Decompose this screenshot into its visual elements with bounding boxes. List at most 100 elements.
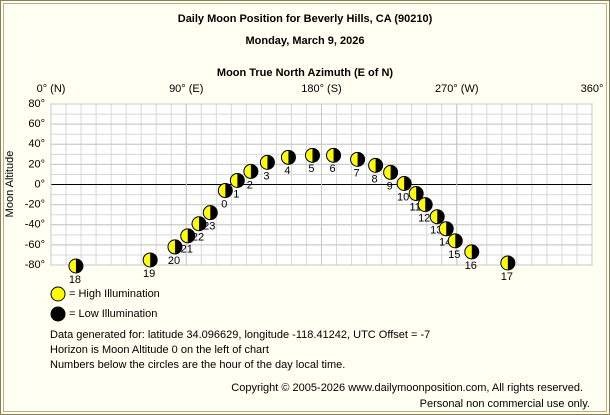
legend-label: = High Illumination bbox=[69, 288, 160, 300]
copyright: Personal non commercial use only. bbox=[420, 398, 590, 410]
y-tick-label: 60° bbox=[28, 118, 45, 130]
y-tick-label: 0° bbox=[34, 178, 45, 190]
hour-label: 16 bbox=[465, 260, 477, 272]
moon-point bbox=[368, 157, 384, 173]
moon-point bbox=[280, 149, 296, 165]
moon-shadow bbox=[471, 244, 479, 259]
note: Numbers below the circles are the hour o… bbox=[50, 359, 345, 371]
moon-point bbox=[304, 147, 320, 163]
hour-label: 7 bbox=[354, 167, 360, 179]
hour-label: 21 bbox=[181, 244, 193, 256]
moon-shadow bbox=[425, 197, 433, 212]
hour-label: 0 bbox=[221, 198, 227, 210]
moon-shadow bbox=[507, 255, 515, 270]
chart-subtitle: Monday, March 9, 2026 bbox=[245, 35, 364, 47]
hour-label: 12 bbox=[418, 213, 430, 225]
hour-label: 9 bbox=[387, 180, 393, 192]
moon-point bbox=[417, 197, 433, 213]
legend-swatch bbox=[50, 306, 66, 322]
y-tick-label: -40° bbox=[25, 219, 45, 231]
hour-label: 20 bbox=[168, 255, 180, 267]
hour-label: 6 bbox=[329, 163, 335, 175]
hour-label: 2 bbox=[247, 179, 253, 191]
moon-point bbox=[259, 154, 275, 170]
moon-point bbox=[350, 151, 366, 167]
moon-point bbox=[408, 186, 424, 202]
moon-point bbox=[464, 244, 480, 260]
hour-label: 17 bbox=[501, 271, 513, 283]
moon-point bbox=[180, 228, 196, 244]
moon-shadow bbox=[437, 209, 445, 224]
x-tick-label: 90° (E) bbox=[169, 83, 203, 95]
hour-label: 22 bbox=[192, 232, 204, 244]
moon-point bbox=[167, 239, 183, 255]
y-tick-label: -20° bbox=[25, 199, 45, 211]
hour-label: 8 bbox=[372, 173, 378, 185]
moon-point bbox=[68, 258, 84, 274]
moon-shadow bbox=[404, 176, 412, 191]
moon-point bbox=[396, 175, 412, 191]
legend-label: = Low Illumination bbox=[69, 308, 157, 320]
hour-label: 1 bbox=[233, 188, 239, 200]
moon-shadow bbox=[187, 228, 195, 243]
x-axis-title: Moon True North Azimuth (E of N) bbox=[217, 67, 394, 79]
note: Horizon is Moon Altitude 0 on the left o… bbox=[50, 344, 269, 356]
x-tick-label: 180° (S) bbox=[301, 83, 341, 95]
legend-entry: = High Illumination bbox=[50, 286, 160, 302]
note: Data generated for: latitude 34.096629, … bbox=[50, 329, 430, 341]
moon-point bbox=[229, 172, 245, 188]
moon-shadow bbox=[312, 148, 320, 163]
moon-point bbox=[383, 164, 399, 180]
hour-label: 11 bbox=[409, 201, 420, 213]
x-tick-label: 0° (N) bbox=[37, 83, 66, 95]
hour-label: 19 bbox=[143, 268, 155, 280]
copyright: Copyright © 2005-2026 www.dailymoonposit… bbox=[231, 382, 583, 394]
hour-label: 3 bbox=[263, 170, 269, 182]
moon-shadow bbox=[416, 186, 424, 201]
y-tick-label: 40° bbox=[28, 138, 45, 150]
chart-title: Daily Moon Position for Beverly Hills, C… bbox=[178, 13, 433, 25]
moon-shadow bbox=[446, 221, 454, 236]
inner-frame bbox=[3, 3, 607, 412]
moon-shadow bbox=[288, 150, 296, 165]
moon-shadow bbox=[199, 216, 207, 231]
moon-shadow bbox=[375, 158, 383, 173]
x-tick-label: 360° bbox=[581, 83, 604, 95]
moon-point bbox=[142, 252, 158, 268]
moon-point bbox=[202, 205, 218, 221]
hour-label: 5 bbox=[308, 163, 314, 175]
moon-shadow bbox=[150, 252, 158, 267]
moon-shadow bbox=[333, 148, 341, 163]
moon-point bbox=[326, 147, 342, 163]
hour-label: 15 bbox=[448, 249, 460, 261]
moon-shadow bbox=[75, 259, 83, 274]
moon-point bbox=[191, 216, 207, 232]
moon-point bbox=[243, 163, 259, 179]
moon-shadow bbox=[174, 239, 182, 254]
y-tick-label: 20° bbox=[28, 158, 45, 170]
y-tick-label: -80° bbox=[25, 259, 45, 271]
moon-point bbox=[438, 221, 454, 237]
legend-entry: = Low Illumination bbox=[50, 306, 157, 322]
legend-swatch bbox=[50, 286, 66, 302]
moon-shadow bbox=[250, 164, 258, 179]
hour-label: 10 bbox=[397, 191, 409, 203]
moon-point bbox=[217, 183, 233, 199]
moon-shadow bbox=[225, 183, 233, 198]
moon-point bbox=[500, 255, 516, 271]
moon-shadow bbox=[455, 233, 463, 248]
hour-label: 4 bbox=[284, 165, 290, 177]
hour-label: 18 bbox=[69, 274, 81, 286]
moon-shadow bbox=[390, 165, 398, 180]
moon-shadow bbox=[357, 152, 365, 167]
hour-label: 23 bbox=[203, 221, 215, 233]
moon-shadow bbox=[210, 205, 218, 220]
y-tick-label: -60° bbox=[25, 239, 45, 251]
moon-shadow bbox=[267, 155, 275, 170]
moon-point bbox=[429, 209, 445, 225]
moon-shadow bbox=[237, 173, 245, 188]
y-tick-label: 80° bbox=[28, 98, 45, 110]
moon-point bbox=[447, 233, 463, 249]
x-tick-label: 270° (W) bbox=[435, 83, 479, 95]
